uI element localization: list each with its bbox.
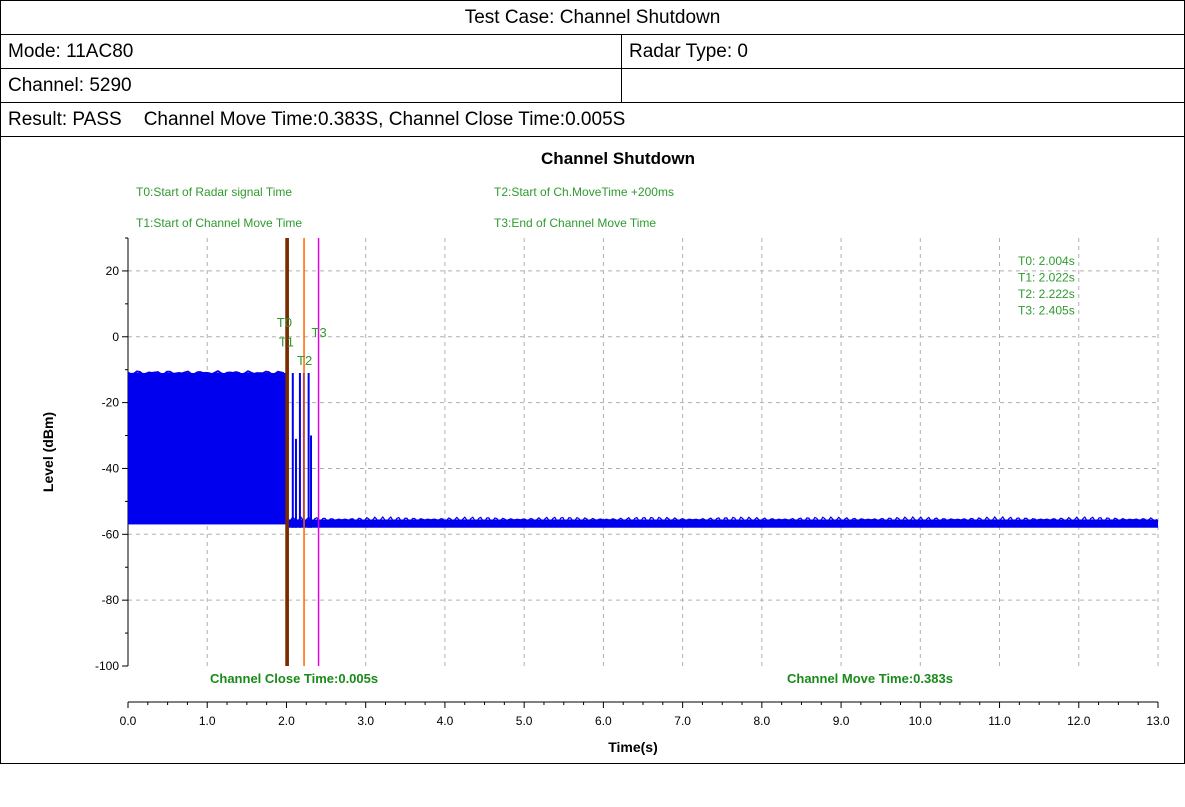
x-tick-label: 11.0 <box>988 714 1011 728</box>
marker-tag-t1: T1 <box>279 335 294 350</box>
marker-readout: T2: 2.222s <box>1018 287 1075 301</box>
y-tick-label: 0 <box>112 330 119 344</box>
signal-noise-top <box>286 516 1158 523</box>
marker-tag-t3: T3 <box>312 325 327 340</box>
legend-note: T2:Start of Ch.MoveTime +200ms <box>494 185 674 199</box>
y-tick-label: -100 <box>95 659 119 673</box>
chart-cell: Channel Shutdown T0:Start of Radar signal… <box>0 136 1185 764</box>
marker-readout: T3: 2.405s <box>1018 304 1075 318</box>
channel-move-time-annotation: Channel Move Time:0.383s <box>787 671 953 686</box>
channel-close-time-annotation: Channel Close Time:0.005s <box>210 671 378 686</box>
channel-cell: Channel: 5290 <box>0 68 622 103</box>
y-tick-label: -60 <box>102 527 120 541</box>
y-axis-label: Level (dBm) <box>40 412 56 492</box>
result-detail: Channel Move Time:0.383S, Channel Close … <box>143 108 626 130</box>
x-tick-label: 5.0 <box>516 714 533 728</box>
x-tick-label: 7.0 <box>674 714 691 728</box>
marker-readout: T1: 2.022s <box>1018 271 1075 285</box>
x-axis-label: Time(s) <box>608 739 658 755</box>
signal-active-band <box>128 372 287 525</box>
x-tick-label: 0.0 <box>120 714 137 728</box>
radar-type-cell: Radar Type: 0 <box>620 34 1185 69</box>
x-tick-label: 10.0 <box>909 714 933 728</box>
marker-readout: T0: 2.004s <box>1018 254 1075 268</box>
x-tick-label: 6.0 <box>595 714 612 728</box>
x-tick-label: 4.0 <box>437 714 454 728</box>
x-tick-label: 12.0 <box>1067 714 1091 728</box>
empty-cell <box>620 68 1185 103</box>
x-tick-label: 1.0 <box>199 714 216 728</box>
result-cell: Result: PASS Channel Move Time:0.383S, Ch… <box>0 102 1185 137</box>
legend-note: T3:End of Channel Move Time <box>494 216 656 230</box>
signal-active-top <box>127 370 285 376</box>
marker-tag-t2: T2 <box>297 353 312 368</box>
x-tick-label: 9.0 <box>833 714 850 728</box>
signal-noise-floor <box>286 519 1159 528</box>
y-tick-label: 20 <box>106 264 120 278</box>
chart-title: Channel Shutdown <box>541 149 695 168</box>
x-tick-label: 2.0 <box>278 714 295 728</box>
marker-tag-t0: T0 <box>277 315 292 330</box>
y-tick-label: -20 <box>102 396 120 410</box>
channel-shutdown-chart: Channel Shutdown T0:Start of Radar signal… <box>40 149 1170 755</box>
test-case-title: Test Case: Channel Shutdown <box>0 0 1185 35</box>
result-status: Result: PASS <box>8 108 122 130</box>
test-report-table: Test Case: Channel Shutdown Mode: 11AC80… <box>0 0 1185 764</box>
x-tick-label: 13.0 <box>1146 714 1170 728</box>
x-tick-label: 8.0 <box>754 714 771 728</box>
x-tick-label: 3.0 <box>357 714 374 728</box>
legend-note: T1:Start of Channel Move Time <box>136 216 302 230</box>
legend-note: T0:Start of Radar signal Time <box>136 185 292 199</box>
mode-cell: Mode: 11AC80 <box>0 34 622 69</box>
y-tick-label: -80 <box>102 593 120 607</box>
y-tick-label: -40 <box>102 461 120 475</box>
